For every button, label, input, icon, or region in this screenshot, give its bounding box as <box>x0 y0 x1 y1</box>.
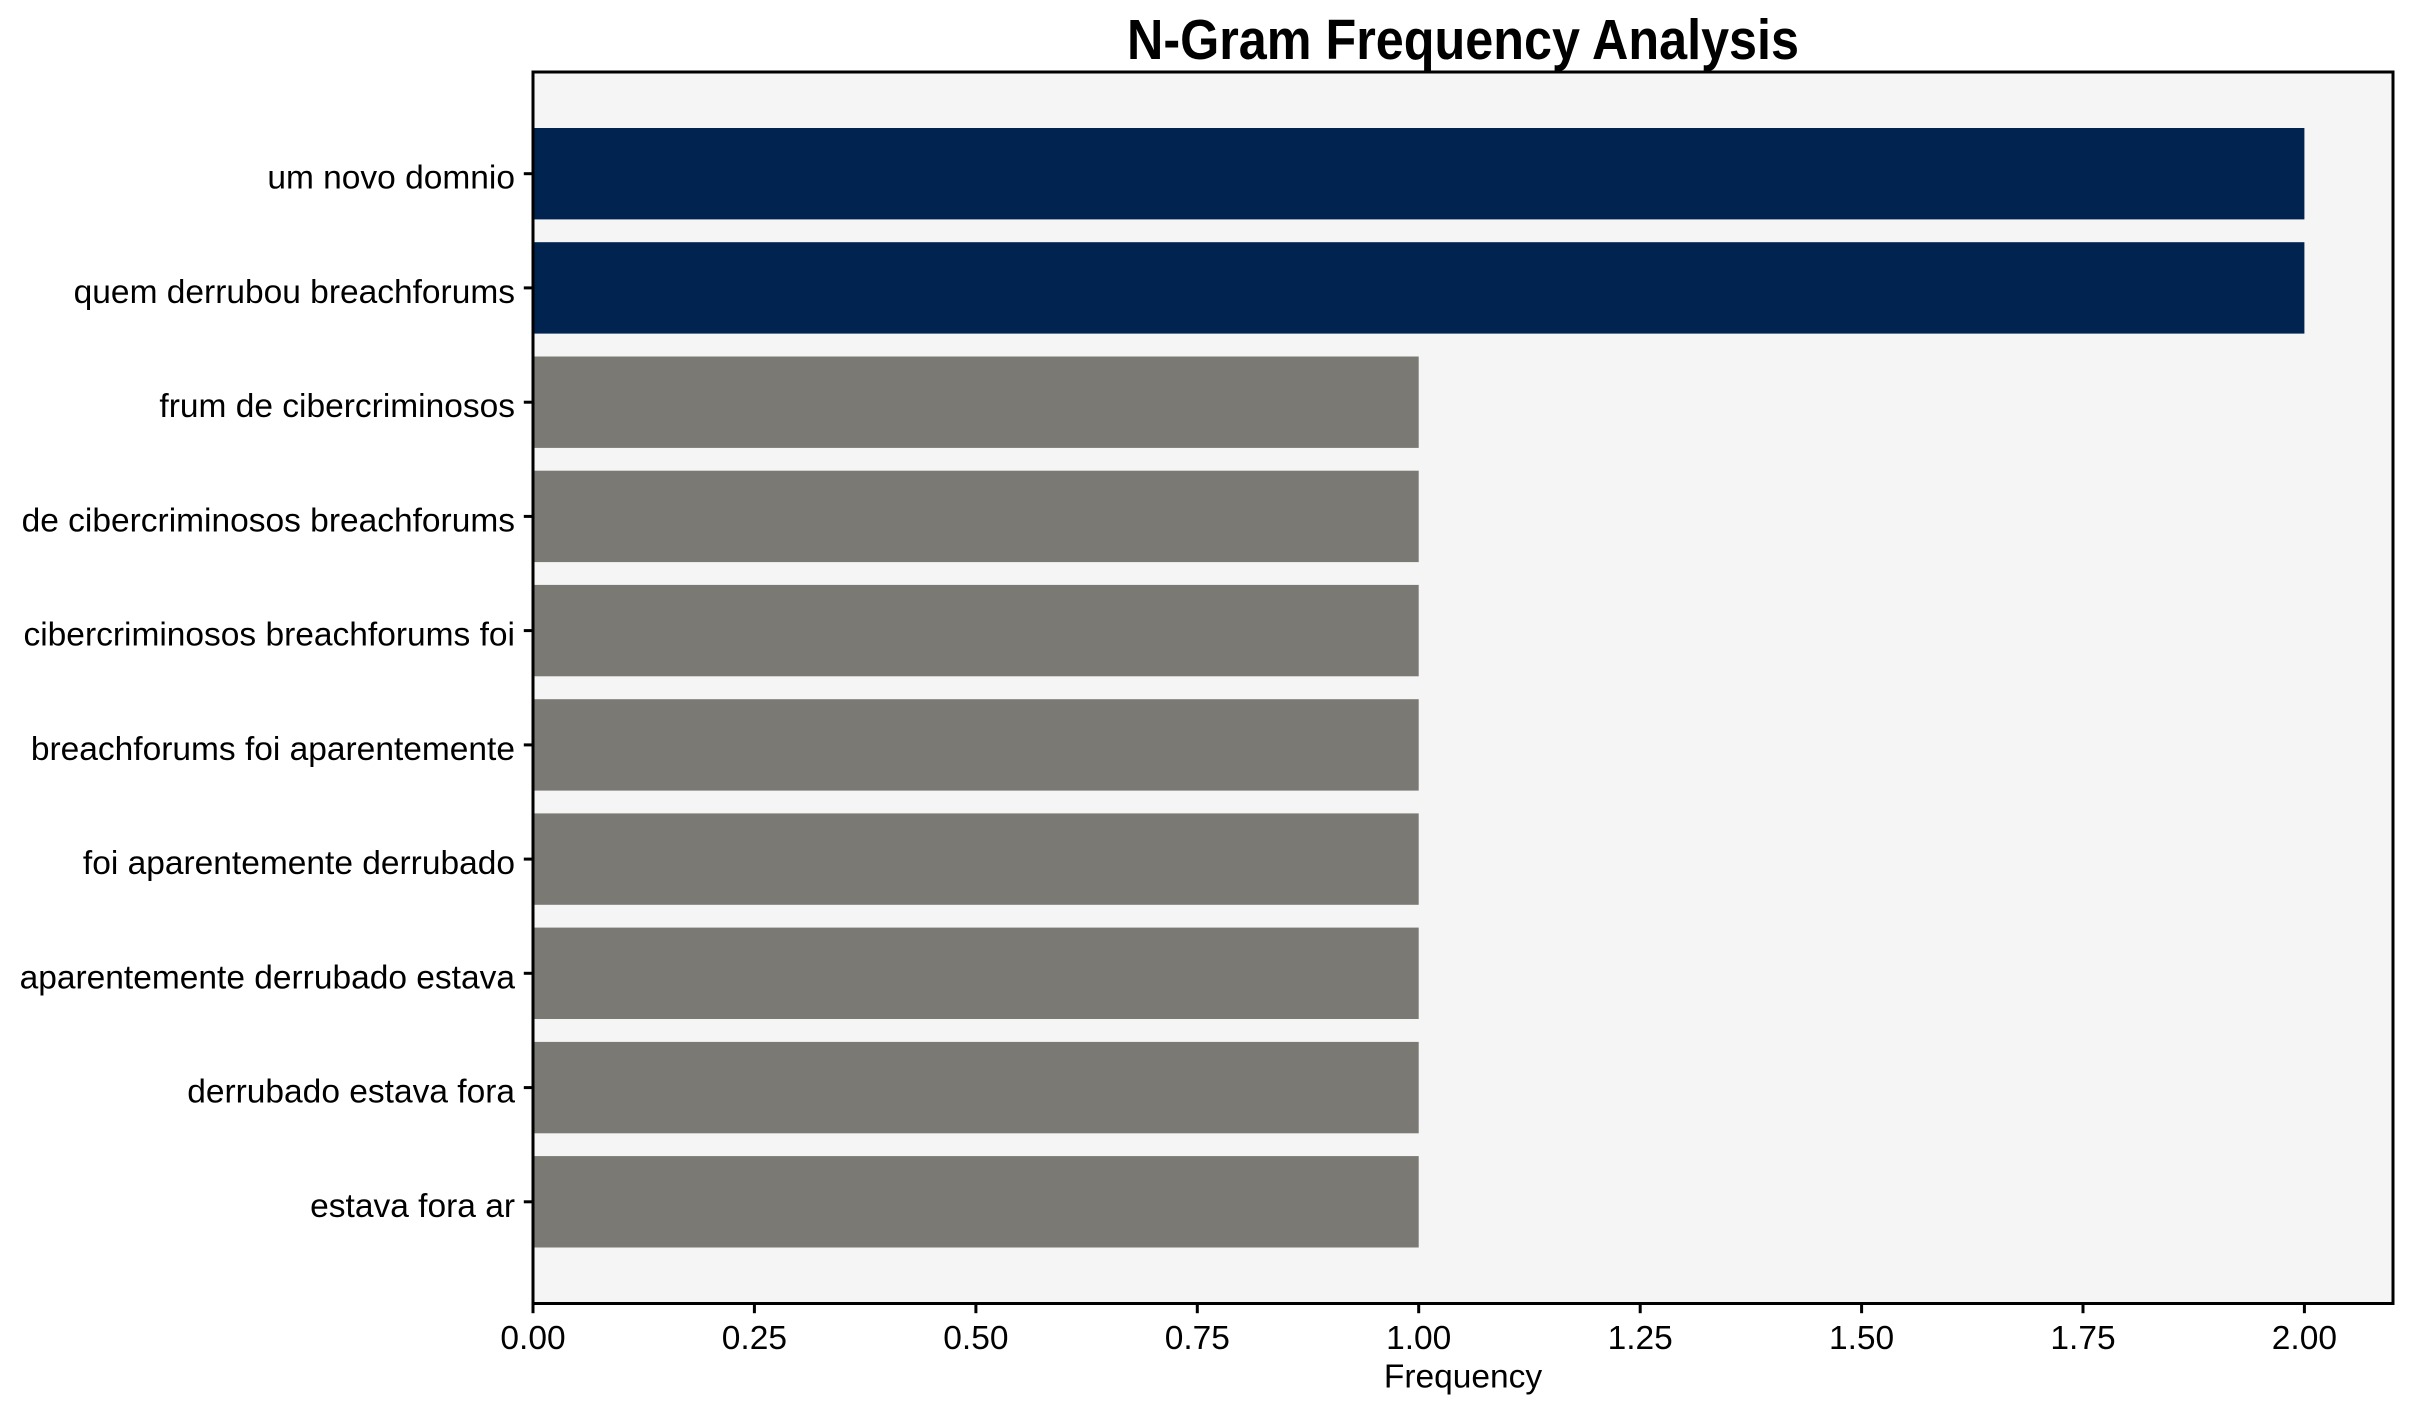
svg-text:0.75: 0.75 <box>1165 1320 1230 1357</box>
svg-text:0.00: 0.00 <box>500 1320 565 1357</box>
svg-text:Frequency: Frequency <box>1384 1359 1543 1396</box>
svg-text:derrubado estava fora: derrubado estava fora <box>187 1074 515 1111</box>
svg-text:um novo domnio: um novo domnio <box>267 160 515 197</box>
svg-text:de cibercriminosos breachforum: de cibercriminosos breachforums <box>22 502 515 539</box>
svg-text:1.00: 1.00 <box>1386 1320 1451 1357</box>
svg-text:0.50: 0.50 <box>943 1320 1008 1357</box>
svg-text:1.75: 1.75 <box>2050 1320 2115 1357</box>
svg-text:2.00: 2.00 <box>2272 1320 2337 1357</box>
svg-text:foi aparentemente derrubado: foi aparentemente derrubado <box>83 845 515 882</box>
svg-text:estava fora ar: estava fora ar <box>310 1188 515 1225</box>
svg-text:aparentemente derrubado estava: aparentemente derrubado estava <box>20 959 516 996</box>
svg-text:quem derrubou breachforums: quem derrubou breachforums <box>74 274 515 311</box>
svg-text:frum de cibercriminosos: frum de cibercriminosos <box>159 388 515 425</box>
svg-text:N-Gram Frequency Analysis: N-Gram Frequency Analysis <box>1127 8 1799 72</box>
svg-text:1.25: 1.25 <box>1608 1320 1673 1357</box>
svg-text:1.50: 1.50 <box>1829 1320 1894 1357</box>
svg-text:cibercriminosos breachforums f: cibercriminosos breachforums foi <box>23 617 515 654</box>
svg-text:breachforums foi aparentemente: breachforums foi aparentemente <box>31 731 515 768</box>
svg-text:0.25: 0.25 <box>722 1320 787 1357</box>
